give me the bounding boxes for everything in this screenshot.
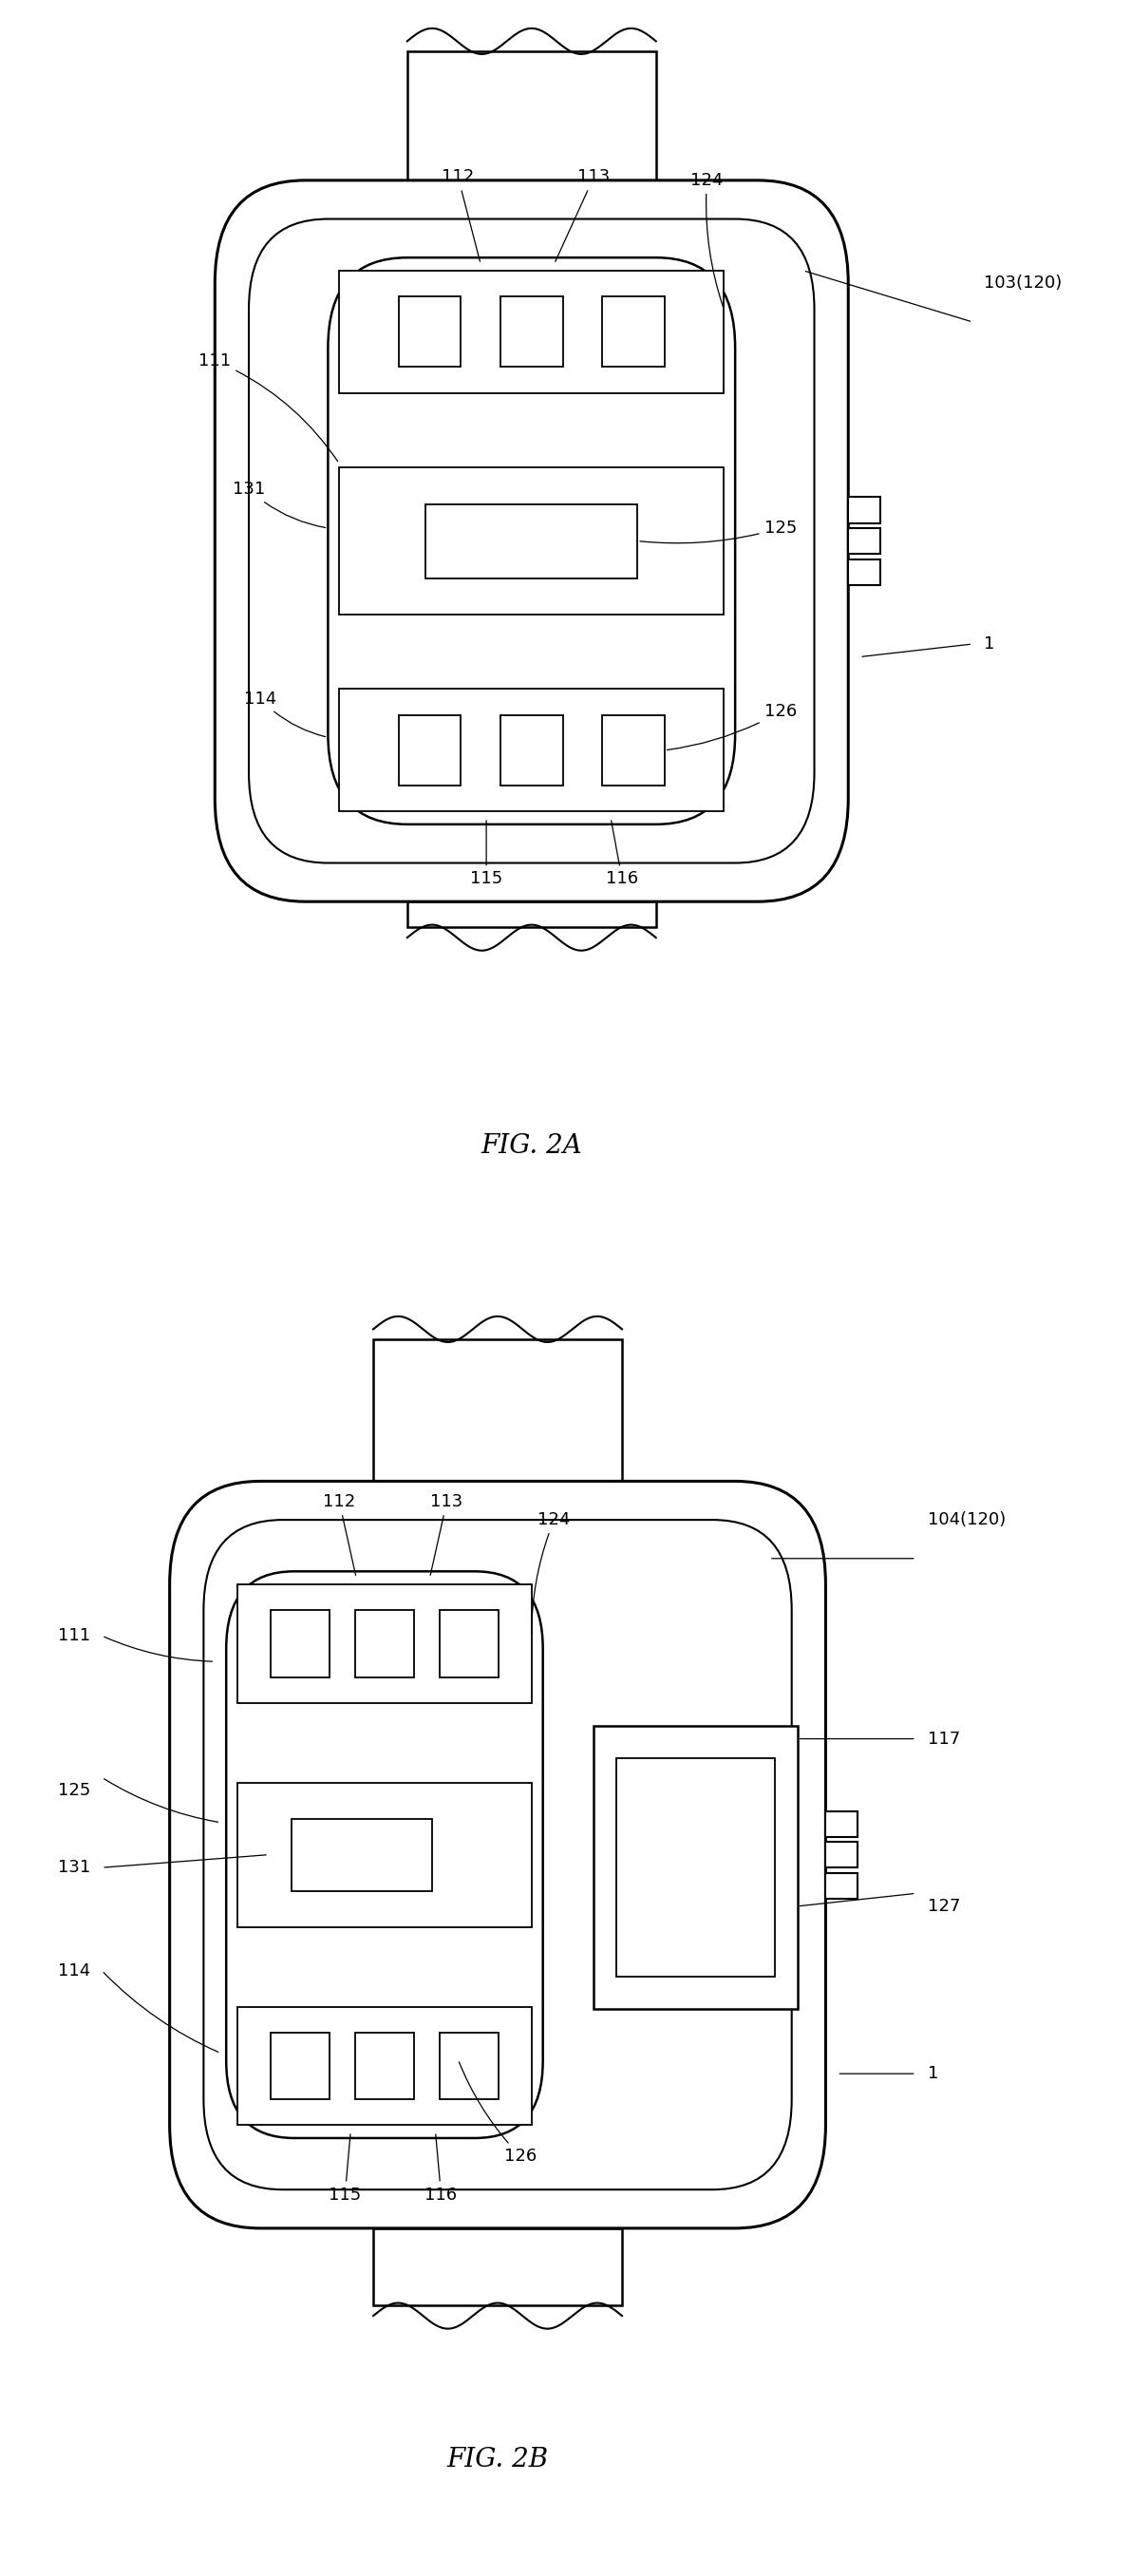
Bar <box>238 2007 532 2125</box>
FancyBboxPatch shape <box>328 258 735 824</box>
Bar <box>339 690 724 811</box>
Bar <box>594 1726 797 2009</box>
Text: 103(120): 103(120) <box>984 276 1062 291</box>
Bar <box>292 1819 432 1891</box>
Bar <box>616 1759 775 1978</box>
Bar <box>826 1873 857 1899</box>
Text: 112: 112 <box>442 167 480 263</box>
Bar <box>398 296 461 368</box>
Text: 131: 131 <box>233 482 326 528</box>
Bar <box>500 716 562 786</box>
Bar <box>398 716 461 786</box>
Text: 114: 114 <box>244 690 326 737</box>
Text: 111: 111 <box>58 1628 90 1643</box>
Text: 126: 126 <box>667 703 796 750</box>
Text: 1: 1 <box>984 636 995 652</box>
Bar <box>339 270 724 392</box>
Text: 1: 1 <box>927 2066 939 2081</box>
Bar <box>602 716 665 786</box>
Text: 127: 127 <box>927 1899 960 1914</box>
Text: 116: 116 <box>606 822 638 889</box>
Bar <box>270 2032 329 2099</box>
Text: FIG. 2B: FIG. 2B <box>447 2447 549 2473</box>
Bar <box>602 296 665 368</box>
Text: 111: 111 <box>199 353 338 461</box>
Bar <box>238 1584 532 1703</box>
FancyBboxPatch shape <box>215 180 848 902</box>
FancyBboxPatch shape <box>204 1520 792 2190</box>
Text: 113: 113 <box>555 167 610 263</box>
Text: 126: 126 <box>459 2061 536 2164</box>
Bar <box>848 559 880 585</box>
Text: 124: 124 <box>532 1512 570 1633</box>
Text: 116: 116 <box>425 2136 457 2202</box>
Text: 115: 115 <box>329 2136 361 2202</box>
Text: 112: 112 <box>323 1494 355 1577</box>
Bar <box>373 2228 622 2306</box>
Text: 114: 114 <box>58 1963 90 1978</box>
Bar <box>373 1340 622 1481</box>
Bar <box>355 2032 414 2099</box>
Bar <box>440 2032 499 2099</box>
FancyBboxPatch shape <box>170 1481 826 2228</box>
Text: 113: 113 <box>431 1494 463 1577</box>
Bar <box>826 1811 857 1837</box>
Text: 125: 125 <box>58 1783 90 1798</box>
Bar <box>407 52 656 180</box>
FancyBboxPatch shape <box>226 1571 543 2138</box>
Text: 131: 131 <box>58 1860 90 1875</box>
Bar <box>238 1783 532 1927</box>
Text: FIG. 2A: FIG. 2A <box>481 1133 582 1159</box>
Text: 117: 117 <box>927 1731 960 1747</box>
Text: 115: 115 <box>470 822 502 889</box>
Text: 125: 125 <box>640 520 796 544</box>
Bar <box>848 497 880 523</box>
Bar <box>425 505 637 577</box>
Bar <box>848 528 880 554</box>
Bar <box>826 1842 857 1868</box>
Bar <box>339 466 724 616</box>
Bar <box>500 296 562 368</box>
Bar <box>355 1610 414 1677</box>
FancyBboxPatch shape <box>249 219 814 863</box>
Bar <box>407 902 656 927</box>
Bar <box>270 1610 329 1677</box>
Text: 124: 124 <box>691 173 723 307</box>
Text: 104(120): 104(120) <box>927 1512 1005 1528</box>
Bar <box>440 1610 499 1677</box>
